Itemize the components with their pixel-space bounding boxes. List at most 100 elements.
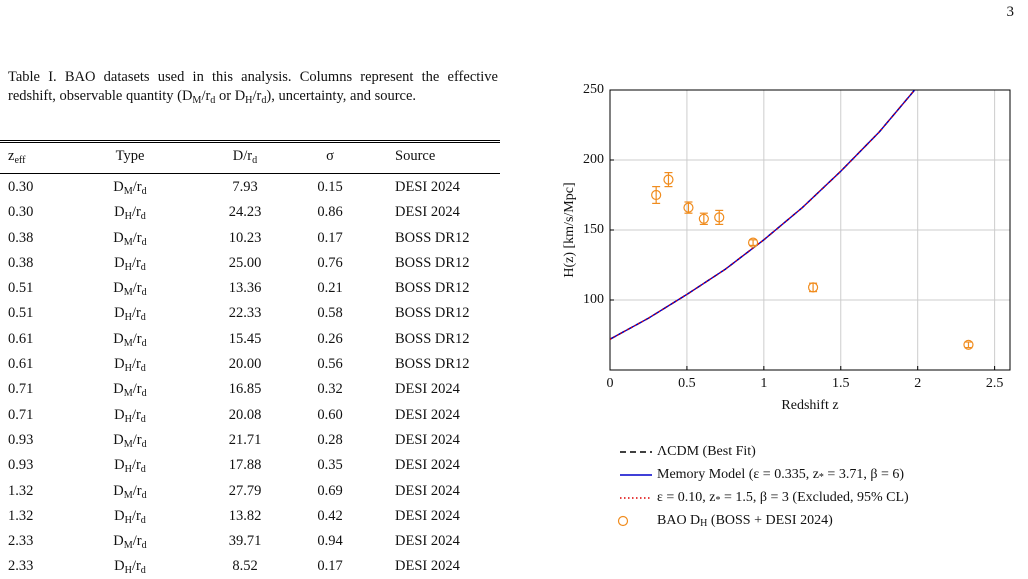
table-row: 0.61 DH/rd 20.00 0.56 BOSS DR12 bbox=[0, 351, 500, 376]
table-cell: DM/rd bbox=[113, 229, 147, 248]
line-series bbox=[610, 90, 916, 340]
table-cell: 0.76 bbox=[317, 254, 343, 271]
table-cell: 0.21 bbox=[317, 280, 343, 297]
table-cell: 20.08 bbox=[228, 406, 262, 423]
table-row: 0.38 DH/rd 25.00 0.76 BOSS DR12 bbox=[0, 250, 500, 275]
table-row: 0.30 DH/rd 24.23 0.86 DESI 2024 bbox=[0, 199, 500, 224]
x-tick-label: 2 bbox=[914, 376, 921, 391]
table-cell: 20.00 bbox=[228, 356, 262, 373]
table-cell: 0.93 bbox=[8, 431, 34, 448]
y-tick-label: 250 bbox=[583, 82, 604, 97]
y-tick-label: 200 bbox=[583, 152, 604, 167]
table-cell: DESI 2024 bbox=[395, 179, 460, 195]
x-axis-label: Redshift z bbox=[781, 398, 838, 413]
table-cell: DM/rd bbox=[113, 179, 147, 197]
table-row: 0.93 DM/rd 21.71 0.28 DESI 2024 bbox=[0, 427, 500, 452]
table-row: 0.71 DH/rd 20.08 0.60 DESI 2024 bbox=[0, 402, 500, 427]
table-cell: BOSS DR12 bbox=[395, 280, 470, 297]
table-cell: 0.28 bbox=[317, 431, 343, 448]
table-cell: DESI 2024 bbox=[395, 507, 460, 524]
table-cell: 0.30 bbox=[8, 179, 34, 195]
table-cell: 0.51 bbox=[8, 305, 34, 322]
x-tick-label: 0 bbox=[607, 376, 614, 391]
table-row: 2.33 DM/rd 39.71 0.94 DESI 2024 bbox=[0, 528, 500, 553]
page: 3 Table I. BAO datasets used in this ana… bbox=[0, 4, 1015, 577]
page-number: 3 bbox=[1006, 4, 1015, 20]
table-cell: BOSS DR12 bbox=[395, 356, 470, 373]
table-cell: 0.15 bbox=[317, 179, 343, 195]
table-cell: 0.26 bbox=[317, 330, 343, 347]
table-cell: 0.61 bbox=[8, 356, 34, 373]
table-cell: 1.32 bbox=[8, 482, 34, 499]
y-axis-label: H(z) [km/s/Mpc] bbox=[562, 182, 577, 277]
table-row: 1.32 DM/rd 27.79 0.69 DESI 2024 bbox=[0, 478, 500, 503]
table-cell: 0.58 bbox=[317, 305, 343, 322]
table-cell: DESI 2024 bbox=[395, 457, 460, 474]
header-row: zeff Type D/rd σ Source bbox=[0, 143, 500, 174]
table-cell: DM/rd bbox=[113, 533, 147, 552]
data-point bbox=[651, 189, 662, 201]
table-cell: 21.71 bbox=[228, 431, 262, 448]
table-cell: DM/rd bbox=[113, 330, 147, 349]
column-header: D/rd bbox=[232, 148, 258, 166]
table-cell: 0.35 bbox=[317, 457, 343, 474]
table-cell: 22.33 bbox=[228, 305, 262, 322]
column-header: Source bbox=[395, 148, 436, 164]
table-cell: DH/rd bbox=[114, 457, 146, 476]
chart: 0 0.5 1 1.5 2 2.5 100 150 200 250 Redshift z H(z) [… bbox=[562, 82, 1011, 529]
table-cell: 0.94 bbox=[317, 533, 343, 550]
table-cell: 7.93 bbox=[232, 179, 258, 195]
table-cell: DH/rd bbox=[114, 356, 146, 375]
table-cell: DH/rd bbox=[114, 305, 146, 324]
table-cell: DM/rd bbox=[113, 431, 147, 450]
table-cell: DESI 2024 bbox=[395, 406, 460, 423]
table-cell: 15.45 bbox=[228, 330, 262, 347]
table-cell: 0.42 bbox=[317, 507, 343, 524]
table-cell: DESI 2024 bbox=[395, 381, 460, 398]
table-cell: DH/rd bbox=[114, 204, 146, 223]
table-cell: 0.93 bbox=[8, 457, 34, 474]
table-cell: 0.38 bbox=[8, 229, 34, 246]
x-tick-label: 2.5 bbox=[986, 376, 1004, 391]
data-point bbox=[963, 339, 974, 350]
x-tick-label: 0.5 bbox=[678, 376, 696, 391]
legend-label: Memory Model (ε = 0.335, z* = 3.71, β = … bbox=[657, 467, 904, 483]
column-header: zeff bbox=[8, 148, 26, 166]
table-cell: 13.82 bbox=[228, 507, 262, 524]
table-cell: 13.36 bbox=[228, 280, 262, 297]
table-cell: 0.86 bbox=[317, 204, 343, 221]
table-row: 1.32 DH/rd 13.82 0.42 DESI 2024 bbox=[0, 503, 500, 528]
table-cell: BOSS DR12 bbox=[395, 254, 470, 271]
column-header: Type bbox=[115, 148, 145, 164]
table-cell: DESI 2024 bbox=[395, 533, 460, 550]
table-cell: 25.00 bbox=[228, 254, 262, 271]
table-cell: 0.51 bbox=[8, 280, 34, 297]
table-cell: 24.23 bbox=[228, 204, 262, 221]
legend-marker bbox=[617, 515, 629, 527]
table-cell: 39.71 bbox=[228, 533, 262, 550]
table-cell: DESI 2024 bbox=[395, 204, 460, 221]
legend-label: ε = 0.10, z* = 1.5, β = 3 (Excluded, 95%… bbox=[657, 490, 909, 506]
data-point bbox=[663, 174, 674, 185]
table-cell: 0.69 bbox=[317, 482, 343, 499]
table-cell: 17.88 bbox=[228, 457, 262, 474]
table-row: 0.93 DH/rd 17.88 0.35 DESI 2024 bbox=[0, 452, 500, 477]
line-series bbox=[610, 90, 916, 340]
table-cell: DM/rd bbox=[113, 482, 147, 501]
data-point bbox=[714, 212, 725, 223]
legend-label: ΛCDM (Best Fit) bbox=[657, 444, 756, 459]
table-cell: DM/rd bbox=[113, 381, 147, 400]
data-point bbox=[747, 237, 759, 248]
table-cell: DESI 2024 bbox=[395, 431, 460, 448]
table-cell: 0.38 bbox=[8, 254, 34, 271]
table-cell: 27.79 bbox=[228, 482, 262, 499]
table-cell: BOSS DR12 bbox=[395, 330, 470, 347]
table-row: 0.38 DM/rd 10.23 0.17 BOSS DR12 bbox=[0, 225, 500, 250]
table-cell: BOSS DR12 bbox=[395, 305, 470, 322]
table-cell: 2.33 bbox=[8, 533, 34, 550]
table-cell: DH/rd bbox=[114, 507, 146, 526]
table-cell: 0.17 bbox=[317, 229, 343, 246]
table-cell: BOSS DR12 bbox=[395, 229, 470, 246]
table-row: 0.51 DH/rd 22.33 0.58 BOSS DR12 bbox=[0, 300, 500, 325]
column-header: σ bbox=[326, 148, 334, 164]
